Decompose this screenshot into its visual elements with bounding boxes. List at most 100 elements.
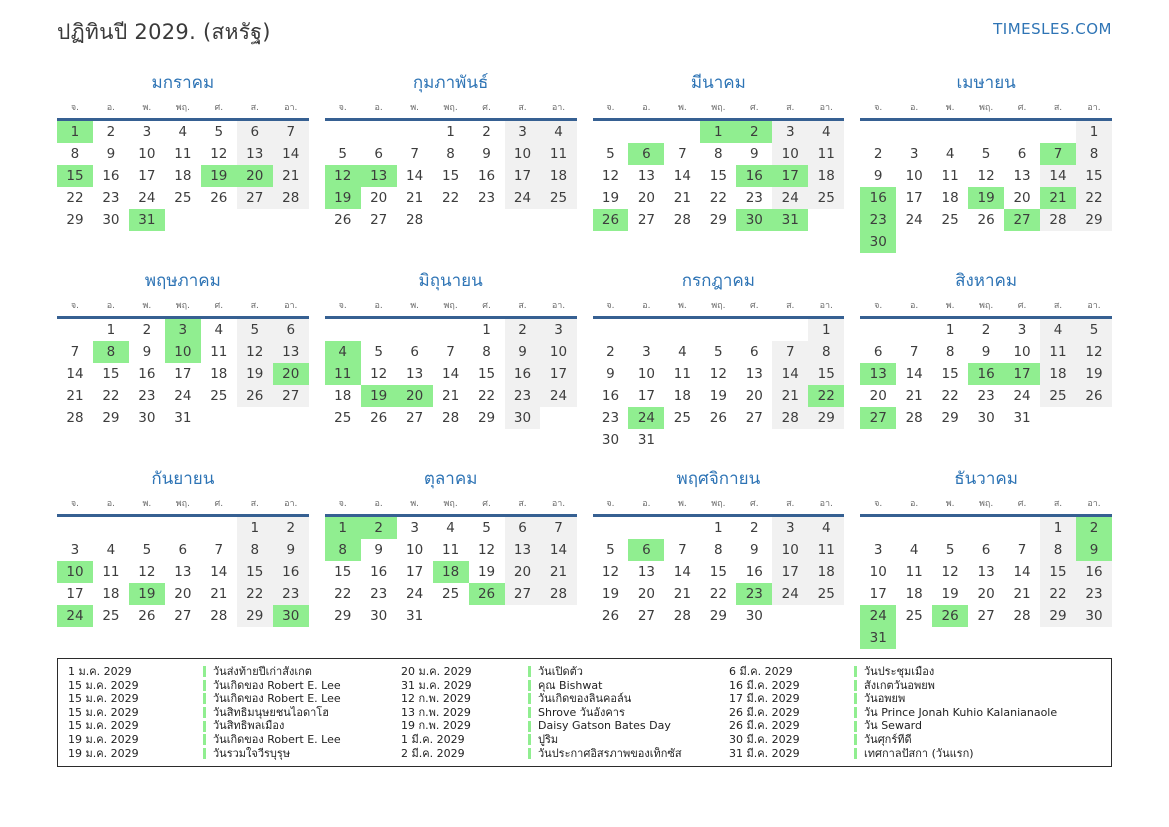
empty-cell — [932, 627, 968, 649]
month-4: เมษายน จ. อ. พ. พฤ. ศ. ส. อา. 1 2 3 4 5 6 7 8 9 10 11 12 13 1… — [860, 72, 1112, 255]
empty-cell — [433, 209, 469, 231]
day-cell: 13 — [272, 341, 309, 363]
empty-cell — [628, 516, 664, 540]
day-cell: 25 — [540, 187, 577, 209]
day-cell: 6 — [504, 515, 541, 539]
holiday-day-cell: 21 — [1040, 187, 1076, 209]
month-table: จ. อ. พ. พฤ. ศ. ส. อา. 1 2 3 4 5 6 7 8 9 10 11 12 13 14 15 16 1… — [592, 496, 845, 627]
empty-cell — [325, 120, 361, 144]
day-cell: 21 — [540, 561, 577, 583]
day-cell: 11 — [540, 143, 577, 165]
day-cell: 27 — [174, 608, 192, 624]
empty-cell — [860, 318, 896, 342]
day-cell: 4 — [214, 322, 224, 338]
empty-cell — [968, 516, 1004, 540]
day-cell: 18 — [102, 586, 120, 602]
legend-holiday: วันส่งท้ายปีเก่าสังเกต — [203, 665, 401, 679]
empty-cell — [540, 209, 576, 231]
holiday-day-cell: 31 — [772, 209, 809, 231]
day-cell: 18 — [1040, 363, 1076, 385]
day-cell: 8 — [1075, 143, 1112, 165]
day-cell: 7 — [678, 146, 687, 162]
day-cell: 2 — [606, 344, 615, 360]
weekday-header: อา. — [272, 496, 309, 517]
calendar-page: ปฏิทินปี 2029. (สหรัฐ) TIMESLES.COM มกรา… — [57, 16, 1112, 768]
holiday-marker-icon — [854, 734, 857, 746]
weekday-header: อา. — [540, 298, 577, 319]
weekday-header: พ. — [664, 100, 701, 121]
day-cell: 15 — [102, 366, 120, 382]
legend-holiday: วัน Seward — [854, 719, 1105, 733]
empty-cell — [932, 231, 968, 253]
day-cell: 21 — [441, 388, 460, 404]
day-cell: 7 — [272, 119, 309, 143]
day-cell: 29 — [1040, 605, 1076, 627]
day-cell: 9 — [606, 366, 615, 382]
empty-cell — [165, 209, 201, 231]
empty-cell — [57, 516, 93, 540]
day-cell: 17 — [637, 388, 656, 404]
site-link[interactable]: TIMESLES.COM — [993, 20, 1112, 38]
legend-date: 16 มี.ค. 2029 — [729, 678, 800, 692]
holiday-day-cell: 30 — [736, 209, 773, 231]
day-cell: 20 — [637, 190, 656, 206]
day-cell: 7 — [410, 146, 419, 162]
holiday-day-cell: 31 — [860, 627, 897, 649]
day-cell: 4 — [808, 119, 845, 143]
day-cell: 7 — [1017, 542, 1027, 558]
day-cell: 25 — [174, 190, 192, 206]
day-cell: 23 — [977, 388, 995, 404]
day-cell: 7 — [909, 344, 919, 360]
day-cell: 29 — [236, 605, 273, 627]
day-cell: 17 — [772, 561, 809, 583]
empty-cell — [361, 318, 397, 342]
day-cell: 22 — [1040, 583, 1076, 605]
holiday-day-cell: 26 — [468, 583, 505, 605]
day-cell: 29 — [709, 212, 727, 228]
legend-holiday: วันเปิดตัว — [528, 665, 729, 679]
weekday-header: ศ. — [1004, 496, 1041, 517]
day-cell: 13 — [1013, 168, 1031, 184]
holiday-marker-icon — [203, 747, 206, 759]
day-cell: 2 — [482, 124, 491, 140]
day-cell: 12 — [138, 564, 156, 580]
weekday-header: พ. — [128, 100, 165, 121]
month-table: จ. อ. พ. พฤ. ศ. ส. อา. 1 2 3 4 5 6 7 8 9 10 11 12 13 14 15 16 1… — [860, 100, 1112, 253]
weekday-header: อ. — [896, 298, 933, 319]
day-cell: 23 — [601, 410, 620, 426]
empty-cell — [593, 318, 629, 342]
day-cell: 4 — [909, 542, 919, 558]
empty-cell — [273, 209, 309, 231]
day-cell: 17 — [406, 564, 424, 580]
day-cell: 25 — [808, 583, 845, 605]
day-cell: 14 — [540, 539, 577, 561]
day-cell: 27 — [745, 410, 763, 426]
day-cell: 15 — [334, 564, 352, 580]
page-header: ปฏิทินปี 2029. (สหรัฐ) TIMESLES.COM — [57, 16, 1112, 62]
day-cell: 7 — [772, 341, 809, 363]
month-table: จ. อ. พ. พฤ. ศ. ส. อา. 1 2 3 4 5 6 7 8 9 10 11 12 13 14 15 16 1… — [592, 298, 845, 451]
empty-cell — [968, 231, 1004, 253]
day-cell: 29 — [66, 212, 84, 228]
holiday-day-cell: 16 — [736, 165, 773, 187]
weekday-header: ศ. — [736, 100, 773, 121]
holiday-day-cell: 2 — [736, 119, 773, 143]
legend-date: 1 มี.ค. 2029 — [401, 732, 465, 746]
day-cell: 28 — [441, 410, 460, 426]
empty-cell — [808, 605, 844, 627]
legend-date: 15 ม.ค. 2029 — [68, 719, 139, 733]
day-cell: 8 — [482, 344, 491, 360]
weekday-header: พฤ. — [968, 100, 1005, 121]
weekday-header: พฤ. — [700, 298, 737, 319]
legend-holiday: ปูริม — [528, 733, 729, 747]
empty-cell — [273, 407, 309, 429]
empty-cell — [201, 209, 237, 231]
day-cell: 10 — [540, 341, 577, 363]
weekday-header: ส. — [1040, 100, 1076, 121]
empty-cell — [433, 318, 469, 342]
weekday-header: ส. — [504, 496, 541, 517]
legend-holiday: วันสิทธิพลเมือง — [203, 719, 401, 733]
day-cell: 30 — [504, 407, 541, 429]
empty-cell — [1040, 627, 1076, 649]
day-cell: 24 — [406, 586, 424, 602]
